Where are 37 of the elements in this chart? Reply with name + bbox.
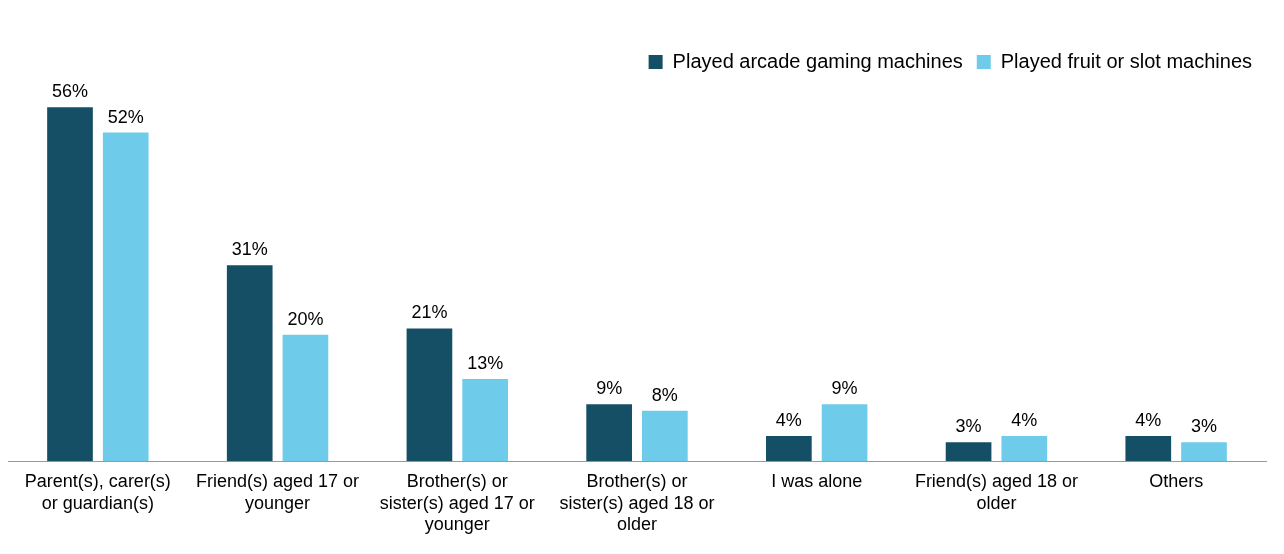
bar [766, 435, 812, 462]
data-label: 4% [1011, 409, 1038, 430]
data-label: 20% [287, 308, 324, 329]
bar [406, 328, 453, 462]
data-label: 4% [775, 409, 802, 430]
data-label: 3% [955, 416, 982, 437]
legend-label: Played fruit or slot machines [1000, 49, 1253, 72]
x-tick-label: Parent(s), carer(s) or guardian(s) [24, 470, 171, 513]
bar [642, 410, 688, 462]
bar [1125, 435, 1172, 462]
data-label: 56% [51, 81, 89, 102]
data-label: 4% [1135, 409, 1162, 430]
data-label: 31% [231, 239, 268, 260]
bar [586, 404, 632, 462]
data-label: 3% [1190, 416, 1218, 437]
data-label: 21% [411, 302, 448, 323]
bar [1181, 442, 1227, 462]
bar [821, 404, 868, 462]
x-tick-label: Friend(s) aged 17 or younger [196, 470, 360, 513]
data-label: 13% [467, 353, 504, 374]
x-tick-label: Brother(s) or sister(s) aged 17 or younger [379, 470, 535, 535]
data-label: 52% [107, 106, 144, 127]
bar [282, 334, 329, 462]
bar [47, 107, 93, 462]
x-tick-label: Friend(s) aged 18 or older [914, 470, 1078, 513]
bar [226, 265, 273, 462]
legend-label: Played arcade gaming machines [672, 49, 963, 72]
data-label: 8% [651, 384, 678, 405]
data-label: 9% [831, 378, 858, 399]
bar [462, 379, 508, 462]
bar [945, 442, 992, 462]
bar [1001, 435, 1048, 462]
x-tick-label: Others [1149, 470, 1204, 491]
x-tick-label: I was alone [771, 470, 863, 491]
bar [102, 132, 149, 462]
x-tick-label: Brother(s) or sister(s) aged 18 or older [559, 470, 715, 535]
data-label: 9% [596, 378, 623, 399]
